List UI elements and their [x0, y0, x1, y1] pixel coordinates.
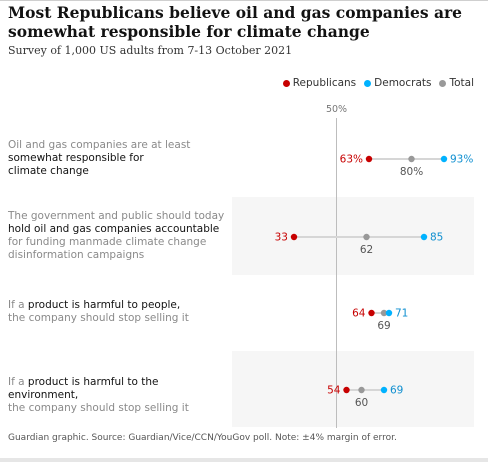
row-label-segment: The government and public should today: [8, 210, 225, 222]
legend-label-republicans: Republicans: [292, 77, 357, 89]
point-republicans: [368, 309, 375, 317]
data-label-democrats: 71: [395, 308, 408, 320]
data-label-democrats: 85: [430, 232, 443, 244]
row-label-3: If a product is harmful to people, the co…: [8, 299, 230, 325]
row-label-4: If a product is harmful to the environme…: [8, 376, 230, 415]
source-note: Guardian graphic. Source: Guardian/Vice/…: [8, 433, 397, 443]
data-label-total: 60: [355, 397, 368, 409]
point-total: [363, 233, 370, 241]
data-label-democrats: 93%: [450, 154, 473, 166]
legend-swatch-total: [439, 79, 447, 87]
legend-item-democrats: Democrats: [364, 77, 431, 89]
legend-swatch-democrats: [364, 79, 372, 87]
bottom-rule: [0, 458, 488, 462]
row-label-1: Oil and gas companies are at least somewh…: [8, 139, 230, 178]
point-republicans: [365, 155, 373, 163]
point-democrats: [440, 155, 448, 163]
data-label-total: 62: [360, 244, 373, 256]
point-total: [408, 155, 415, 163]
row-label-segment: disinformation campaigns: [8, 249, 145, 261]
row-label-segment: product is harmful to the environment,: [8, 376, 159, 401]
data-label-republicans: 33: [275, 232, 288, 244]
row-label-segment: Oil and gas companies are at least: [8, 139, 191, 151]
point-democrats: [385, 309, 393, 317]
row-label-segment: the company should stop selling it: [8, 402, 189, 414]
row-label-segment: somewhat responsible for: [8, 152, 144, 164]
top-rule: [0, 0, 488, 1]
row-label-segment: the company should stop selling it: [8, 312, 189, 324]
data-label-republicans: 64: [352, 308, 366, 320]
data-label-democrats: 69: [390, 385, 403, 397]
legend-item-total: Total: [439, 77, 474, 89]
chart-subtitle: Survey of 1,000 US adults from 7-13 Octo…: [8, 44, 293, 57]
point-total: [358, 386, 365, 394]
row-label-segment: hold oil and gas companies accountable: [8, 223, 220, 235]
point-republicans: [290, 233, 298, 241]
row-label-segment: If a: [8, 376, 28, 388]
point-total: [380, 309, 388, 317]
row-label-segment: If a: [8, 299, 28, 311]
legend-label-democrats: Democrats: [374, 77, 432, 89]
row-label-segment: climate change: [8, 165, 89, 177]
point-republicans: [343, 386, 350, 394]
data-label-republicans: 54: [327, 385, 341, 397]
row-label-segment: for funding manmade climate change: [8, 236, 207, 248]
legend-swatch-republicans: [282, 79, 290, 87]
chart-title: Most Republicans believe oil and gas com…: [8, 3, 463, 41]
legend: Republicans Democrats Total: [282, 77, 474, 89]
data-label-total: 80%: [400, 166, 423, 178]
data-label-total: 69: [377, 320, 390, 332]
row-label-2: The government and public should today ho…: [8, 210, 230, 262]
legend-label-total: Total: [449, 77, 474, 89]
row-label-segment: product is harmful to people,: [27, 299, 181, 311]
point-democrats: [380, 386, 388, 394]
legend-item-republicans: Republicans: [282, 77, 357, 89]
reference-line-label: 50%: [326, 104, 347, 115]
point-democrats: [420, 233, 428, 241]
data-label-republicans: 63%: [340, 154, 363, 166]
